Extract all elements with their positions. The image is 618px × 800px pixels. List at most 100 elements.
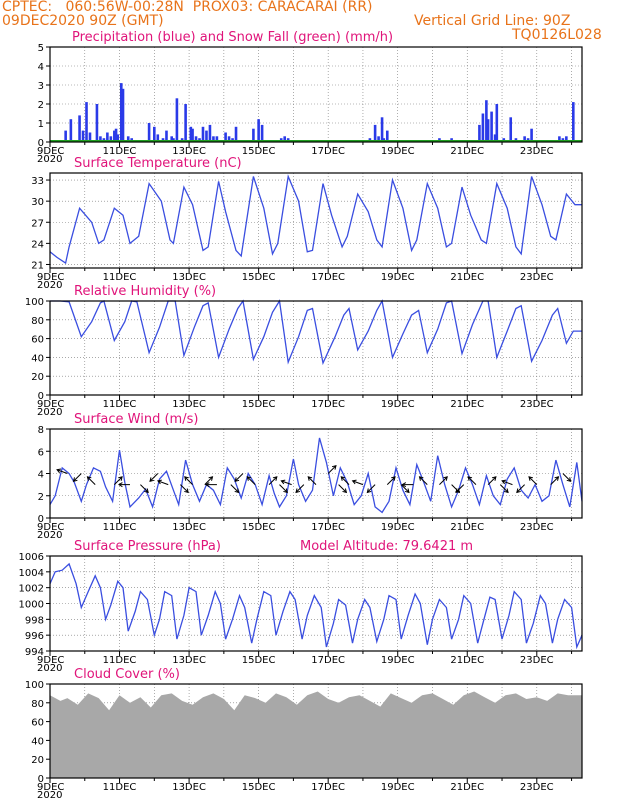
y-tick-label: 20 xyxy=(31,372,44,383)
y-tick-label: 80 xyxy=(31,699,44,710)
x-tick-label: 15DEC xyxy=(242,146,276,157)
precip-bar xyxy=(170,136,173,142)
x-tick-label: 19DEC xyxy=(381,522,415,533)
y-tick-label: 30 xyxy=(31,197,44,208)
precip-bar xyxy=(119,83,123,142)
x-tick-label: 9DEC xyxy=(37,399,64,410)
wind-arrow-head xyxy=(208,476,214,481)
x-tick-label: 17DEC xyxy=(311,146,345,157)
y-tick-label: 0 xyxy=(38,138,44,149)
precip-bar xyxy=(373,124,377,142)
wind-arrow-head xyxy=(246,476,252,481)
panel-frame xyxy=(49,428,583,519)
panel-title: Cloud Cover (%) xyxy=(74,667,180,682)
precip-bar xyxy=(191,128,194,142)
precip-bar xyxy=(558,136,561,142)
precip-bar xyxy=(227,136,231,142)
wind-arrow-head xyxy=(340,476,346,481)
precip-bar xyxy=(257,119,260,142)
precip-bar xyxy=(208,124,212,142)
precip-bar xyxy=(260,124,264,142)
wind-arrow-head xyxy=(184,476,189,481)
wind-arrow-head xyxy=(118,482,123,488)
precip-bar xyxy=(189,126,193,142)
wind-arrow xyxy=(204,476,213,485)
precip-bar xyxy=(113,130,116,142)
wind-arrow xyxy=(419,476,428,485)
precip-bar xyxy=(486,119,490,142)
y-tick-label: 27 xyxy=(31,218,44,229)
x-tick-label: 9DEC xyxy=(37,272,64,283)
wind-arrow xyxy=(386,476,396,485)
wind-arrow xyxy=(279,484,288,493)
precip-bar xyxy=(116,134,120,142)
wind-arrow xyxy=(157,480,169,486)
precip-bar xyxy=(153,126,156,142)
series-line xyxy=(49,174,582,265)
precip-bar xyxy=(252,128,255,142)
x-tick-label: 23DEC xyxy=(520,522,554,533)
series-line xyxy=(49,562,583,650)
wind-arrow xyxy=(268,476,278,485)
x-year-label: 2020 xyxy=(37,280,62,291)
y-tick-label: 994 xyxy=(25,647,44,658)
wind-arrow-head xyxy=(401,482,407,488)
wind-arrow xyxy=(184,476,193,485)
x-tick-label: 17DEC xyxy=(311,522,345,533)
precip-bar xyxy=(114,128,118,142)
wind-arrow-head xyxy=(504,488,509,494)
precip-bar xyxy=(201,126,205,142)
y-tick-label: 100 xyxy=(25,680,44,691)
x-tick-label: 9DEC xyxy=(37,782,64,793)
wind-arrow-head xyxy=(307,476,313,481)
wind-arrow xyxy=(352,480,364,486)
wind-arrow xyxy=(234,473,244,482)
precip-bar xyxy=(234,126,238,142)
wind-arrow-head xyxy=(455,488,461,494)
wind-arrow-head xyxy=(56,468,62,474)
y-tick-label: 1004 xyxy=(19,568,44,579)
x-tick-label: 23DEC xyxy=(520,272,554,283)
x-year-label: 2020 xyxy=(37,530,62,541)
x-tick-label: 19DEC xyxy=(381,782,415,793)
wind-arrow-head xyxy=(566,477,572,482)
precip-bar xyxy=(495,104,499,142)
y-tick-label: 1002 xyxy=(19,584,44,595)
y-tick-label: 996 xyxy=(25,631,44,642)
wind-arrow xyxy=(73,473,82,482)
precip-bar xyxy=(156,134,160,142)
y-tick-label: 100 xyxy=(25,297,44,308)
x-tick-label: 21DEC xyxy=(450,522,484,533)
wind-arrow-head xyxy=(331,465,337,470)
y-tick-label: 2 xyxy=(38,492,44,503)
precip-bar xyxy=(212,136,215,142)
wind-arrow xyxy=(455,484,465,493)
x-tick-label: 11DEC xyxy=(103,655,137,666)
wind-arrow-head xyxy=(404,488,410,494)
wind-arrow xyxy=(180,484,189,493)
x-tick-label: 21DEC xyxy=(450,146,484,157)
wind-arrow-head xyxy=(467,476,473,481)
wind-arrow-head xyxy=(295,488,301,494)
wind-arrow-head xyxy=(72,477,78,482)
y-tick-label: 8 xyxy=(38,425,44,436)
wind-arrow xyxy=(87,476,96,485)
x-tick-label: 15DEC xyxy=(242,655,276,666)
x-tick-label: 13DEC xyxy=(172,782,206,793)
wind-arrow-head xyxy=(443,476,448,481)
wind-arrow xyxy=(562,473,572,482)
precip-bar xyxy=(81,130,85,142)
series-line xyxy=(50,299,582,366)
wind-arrow xyxy=(338,484,347,493)
wind-arrow xyxy=(400,484,410,493)
x-tick-label: 11DEC xyxy=(103,522,137,533)
y-tick-label: 0 xyxy=(38,391,44,402)
wind-arrow xyxy=(56,469,68,474)
x-tick-label: 15DEC xyxy=(242,522,276,533)
x-tick-label: 13DEC xyxy=(172,522,206,533)
wind-arrow-head xyxy=(156,479,162,485)
wind-arrow-head xyxy=(280,479,286,485)
wind-arrow xyxy=(366,484,376,493)
wind-arrow-head xyxy=(418,476,424,481)
y-tick-label: 998 xyxy=(25,615,44,626)
